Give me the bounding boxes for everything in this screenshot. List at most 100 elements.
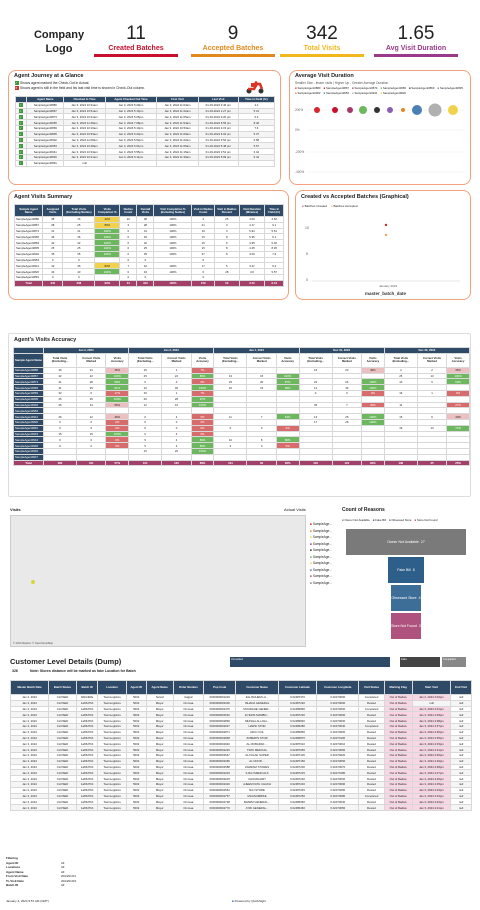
filter-item[interactable]: Agent Name All bbox=[6, 870, 76, 875]
table-cell: TownLogistics bbox=[97, 694, 127, 701]
legend-item[interactable]: ■ SampleAge... bbox=[310, 548, 332, 552]
table-row: SampleAgent0965 46 46 100% 0 46 100% 15 8 5.35 5.1 bbox=[13, 233, 284, 241]
legend-item: ■ SampleAgent0820 bbox=[380, 91, 406, 95]
legend-item[interactable]: ■ SampleAge... bbox=[310, 561, 332, 565]
table-row: ✓ SampleAgent0880 Jan 3, 2024 10:31am Jan 3… bbox=[14, 101, 276, 109]
table-cell: 25 bbox=[42, 245, 64, 252]
funnel-segment[interactable]: Obsessed Store 4 bbox=[391, 585, 421, 611]
table-cell: 38 bbox=[136, 216, 155, 223]
panel-title: Agent Journey at a Glance bbox=[14, 73, 84, 79]
legend-item[interactable]: ■ SampleAge... bbox=[310, 567, 332, 572]
filter-item[interactable]: Batch ID All bbox=[6, 883, 76, 888]
table-cell: 46 bbox=[136, 233, 155, 241]
bubble bbox=[359, 106, 367, 114]
table-cell: TownLogistics bbox=[97, 728, 127, 736]
table-cell: Completed bbox=[358, 723, 385, 730]
table-row: SampleAgent0945 0 0 0% 5 4 80% 3 0 0% bbox=[13, 442, 470, 449]
table-cell: Jan 3, 2024 4:37pm bbox=[411, 723, 452, 730]
table-cell: 0.02487010 bbox=[277, 740, 318, 748]
legend-item[interactable]: ■ SampleAge... bbox=[310, 535, 332, 539]
table-cell bbox=[237, 159, 276, 167]
table-cell: 0.02487230 bbox=[277, 775, 318, 782]
total-cell: 342 bbox=[42, 279, 64, 287]
filter-item[interactable]: To Visit Date 2024/01/03 bbox=[6, 879, 76, 884]
funnel-segment[interactable]: Store Not Found 3 bbox=[391, 613, 421, 639]
column-header: Order Number bbox=[172, 680, 205, 695]
table-cell: Jan 3, 2024 4:31pm bbox=[411, 746, 452, 753]
filter-item[interactable]: Agent ID All bbox=[6, 861, 76, 866]
total-cell: 123 bbox=[331, 459, 363, 467]
column-header: Batch Status bbox=[48, 680, 77, 695]
table-cell: Rested bbox=[358, 757, 385, 765]
table-cell: 1a65d7bb bbox=[75, 705, 99, 713]
table-cell: 3 bbox=[214, 221, 240, 229]
table-cell: Rested bbox=[358, 751, 385, 759]
table-cell: null bbox=[450, 746, 472, 753]
funnel-segment[interactable]: Fake Bill 8 bbox=[388, 557, 424, 583]
table-cell: 1a65d7bb bbox=[75, 798, 99, 806]
map-marker[interactable] bbox=[31, 580, 35, 584]
map-view[interactable]: © 2024 Mapbox © OpenStreetMap bbox=[10, 515, 306, 647]
status-icon: ✓ bbox=[14, 142, 28, 150]
table-cell: 5002 bbox=[125, 705, 147, 713]
filter-item[interactable]: From Visit Date 2024/01/01 bbox=[6, 874, 76, 879]
table-cell: SampleAgent0869 bbox=[13, 239, 44, 246]
legend-swatch: ■ bbox=[323, 86, 326, 90]
legend-item[interactable]: ■ SampleAge... bbox=[310, 574, 332, 578]
table-cell: Jan 3, 2024 bbox=[9, 699, 50, 707]
column-header: Visit Completion % (Including Nudies) bbox=[153, 204, 193, 217]
legend-swatch: ■ bbox=[310, 528, 313, 533]
legend-item[interactable]: ■ SampleAge... bbox=[310, 522, 332, 526]
check-icon: ✓ bbox=[18, 155, 23, 160]
filter-label: Agent Name bbox=[6, 869, 24, 874]
table-cell: 1a65d7bb bbox=[75, 792, 99, 800]
table-cell bbox=[197, 159, 239, 167]
table-cell: TownLogistics bbox=[97, 763, 127, 771]
table-cell: SampleAgent0869 bbox=[26, 125, 65, 132]
table-cell: 0.02486870 bbox=[277, 734, 318, 742]
table-cell: 9 bbox=[214, 239, 240, 246]
total-cell: 90% bbox=[94, 279, 121, 287]
legend-item[interactable]: ■ SampleAge... bbox=[310, 554, 332, 559]
panel-title: Count of Reasons bbox=[342, 507, 385, 513]
kpi-value: 342 bbox=[306, 23, 338, 44]
sub-header: Correct Visits Marked bbox=[331, 352, 363, 368]
column-header: Time in Field (hr) bbox=[264, 204, 284, 217]
column-header: Pop Code bbox=[203, 680, 237, 695]
agent-journey-panel: Agent Journey at a Glance ✓ Shows agent m… bbox=[8, 70, 281, 185]
table-cell: 0.02486460 bbox=[277, 804, 318, 811]
table-cell: Ommaa bbox=[172, 769, 205, 777]
sub-header: Correct Visits Marked bbox=[161, 352, 192, 368]
table-cell: 0.02487292 bbox=[277, 699, 318, 707]
table-cell: 1a65d7bb bbox=[75, 711, 99, 719]
company-logo: Company Logo bbox=[33, 29, 85, 55]
table-cell: SampleAgent0902 bbox=[26, 136, 65, 144]
customer-dump-table: Master Batch Date Batch Status Batch ID Loc… bbox=[9, 680, 472, 811]
table-cell: 0.02486280 bbox=[277, 723, 318, 730]
table-cell: 0.02487230 bbox=[277, 711, 318, 719]
sub-header: Correct Visits Marked bbox=[76, 352, 107, 368]
funnel-segment[interactable]: Owner Not Available 27 bbox=[346, 529, 466, 555]
table-cell bbox=[104, 159, 158, 167]
kpi-label: Accepted Batches bbox=[202, 45, 264, 52]
legend-item[interactable]: ■ SampleAge... bbox=[310, 528, 332, 533]
table-cell: Jan 3, 2024 4:36pm bbox=[411, 728, 452, 736]
table-cell: 0.02487240 bbox=[277, 780, 318, 788]
table-row: Jan 3, 2024 CLOSED 1a65d7bb TownLogistics 50… bbox=[9, 711, 472, 719]
table-row: SampleAgent0805 25 25 100% 0 25 100% 15 8 4.45 8.4… bbox=[13, 245, 284, 252]
table-cell: 0.02470050 bbox=[316, 804, 360, 811]
table-row: Jan 3, 2024 CLOSED 1a65d7bb TownLogistics 50… bbox=[9, 769, 472, 777]
table-cell: Ommaa bbox=[172, 705, 205, 713]
column-header: Master Batch Date bbox=[9, 680, 50, 695]
table-cell: null bbox=[450, 786, 472, 794]
panel-title: Agent Visits Summary bbox=[14, 194, 73, 200]
legend-item[interactable]: ■ SampleAge... bbox=[310, 541, 332, 546]
legend-item[interactable]: ■ SampleAge... bbox=[310, 580, 332, 585]
check-icon: ✓ bbox=[18, 126, 23, 131]
visits-legend: ■ SampleAge... ■ SampleAge... ■ SampleAge.… bbox=[310, 521, 332, 586]
table-cell: Jan 3, 2024 bbox=[9, 786, 50, 794]
legend-swatch: ■ bbox=[310, 522, 313, 526]
kpi-value: 9 bbox=[227, 23, 239, 44]
table-cell: Ommaa bbox=[172, 798, 205, 806]
filter-item[interactable]: Locations All bbox=[6, 865, 76, 870]
